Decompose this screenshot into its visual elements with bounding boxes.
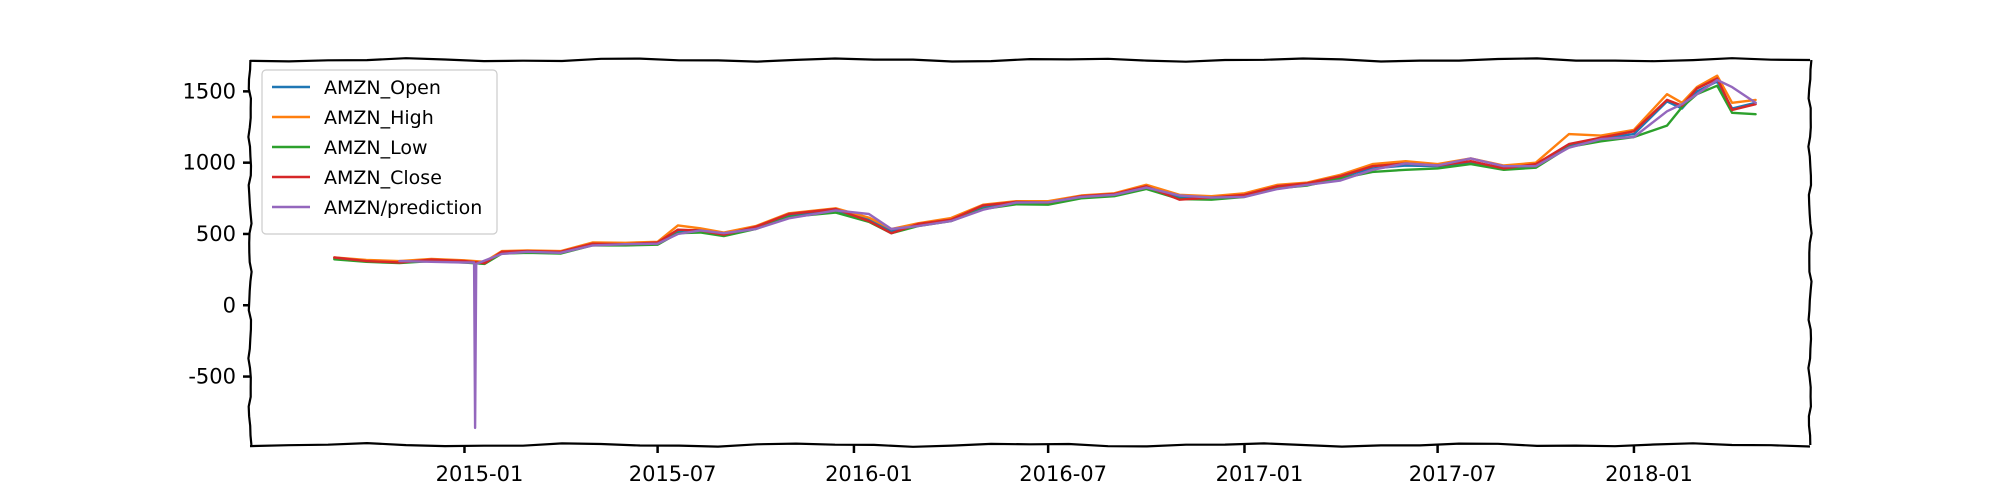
series-line-amzn-high (333, 74, 1757, 263)
series-line-amzn-prediction (398, 78, 1757, 430)
series-line-amzn-close (333, 77, 1757, 265)
legend-label-amzn-close: AMZN_Close (324, 167, 442, 189)
legend-label-amzn-open: AMZN_Open (324, 77, 441, 99)
x-tick-label: 2015-01 (436, 462, 524, 486)
x-tick-label: 2017-01 (1216, 462, 1304, 486)
x-tick-label: 2018-01 (1605, 462, 1693, 486)
frame-bottom (249, 441, 1811, 448)
x-tick-label: 2016-01 (825, 462, 913, 486)
legend-label-amzn-high: AMZN_High (324, 107, 434, 129)
frame-left (247, 59, 253, 446)
y-tick-label: 500 (196, 222, 236, 246)
frame-top (249, 57, 1811, 63)
plot-frame (247, 57, 1813, 448)
y-tick-label: 1000 (183, 151, 236, 175)
series-line-amzn-low (333, 84, 1757, 266)
legend: AMZN_Open AMZN_High AMZN_Low AMZN_Close AMZN… (261, 69, 498, 235)
y-tick-label: 0 (223, 293, 236, 317)
x-tick-label: 2015-07 (629, 462, 717, 486)
legend-box (261, 69, 498, 235)
frame-right (1807, 59, 1813, 446)
y-tick-label: 1500 (183, 79, 236, 103)
x-tick-label: 2016-07 (1019, 462, 1107, 486)
legend-label-amzn-low: AMZN_Low (324, 137, 428, 159)
axes: 1500 1000 500 0 -500 2015-01 2015-07 2016-01 201… (183, 79, 1693, 486)
series-line-amzn-open (333, 80, 1757, 264)
series-layer (333, 74, 1757, 430)
y-tick-label: -500 (188, 365, 236, 389)
x-tick-label: 2017-07 (1409, 462, 1497, 486)
legend-label-amzn-prediction: AMZN/prediction (324, 197, 482, 219)
